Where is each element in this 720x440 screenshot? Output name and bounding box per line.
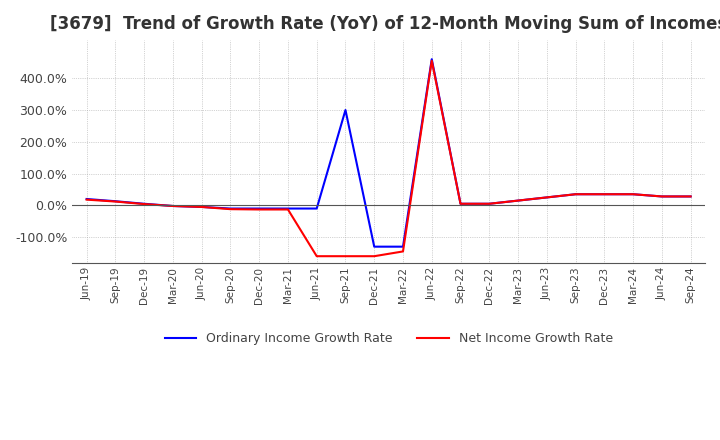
Ordinary Income Growth Rate xyxy=(657,194,666,199)
Ordinary Income Growth Rate xyxy=(284,206,292,211)
Line: Ordinary Income Growth Rate: Ordinary Income Growth Rate xyxy=(86,59,690,247)
Ordinary Income Growth Rate xyxy=(140,201,148,206)
Ordinary Income Growth Rate xyxy=(514,198,523,203)
Net Income Growth Rate xyxy=(255,207,264,212)
Ordinary Income Growth Rate xyxy=(341,107,350,113)
Ordinary Income Growth Rate xyxy=(111,198,120,204)
Net Income Growth Rate xyxy=(197,204,206,209)
Net Income Growth Rate xyxy=(428,58,436,63)
Net Income Growth Rate xyxy=(226,206,235,212)
Net Income Growth Rate xyxy=(284,207,292,212)
Net Income Growth Rate xyxy=(686,194,695,199)
Ordinary Income Growth Rate xyxy=(370,244,379,249)
Ordinary Income Growth Rate xyxy=(197,204,206,209)
Net Income Growth Rate xyxy=(542,195,551,200)
Ordinary Income Growth Rate xyxy=(168,203,177,209)
Legend: Ordinary Income Growth Rate, Net Income Growth Rate: Ordinary Income Growth Rate, Net Income … xyxy=(160,327,618,350)
Title: [3679]  Trend of Growth Rate (YoY) of 12-Month Moving Sum of Incomes: [3679] Trend of Growth Rate (YoY) of 12-… xyxy=(50,15,720,33)
Ordinary Income Growth Rate xyxy=(226,206,235,211)
Ordinary Income Growth Rate xyxy=(82,196,91,202)
Net Income Growth Rate xyxy=(629,191,637,197)
Net Income Growth Rate xyxy=(341,253,350,259)
Ordinary Income Growth Rate xyxy=(428,56,436,62)
Ordinary Income Growth Rate xyxy=(629,191,637,197)
Net Income Growth Rate xyxy=(485,201,494,206)
Ordinary Income Growth Rate xyxy=(571,191,580,197)
Ordinary Income Growth Rate xyxy=(686,194,695,199)
Net Income Growth Rate xyxy=(399,249,408,254)
Net Income Growth Rate xyxy=(82,197,91,202)
Ordinary Income Growth Rate xyxy=(399,244,408,249)
Ordinary Income Growth Rate xyxy=(600,191,608,197)
Ordinary Income Growth Rate xyxy=(456,201,465,206)
Net Income Growth Rate xyxy=(456,201,465,206)
Net Income Growth Rate xyxy=(312,253,321,259)
Ordinary Income Growth Rate xyxy=(485,201,494,206)
Net Income Growth Rate xyxy=(140,202,148,207)
Net Income Growth Rate xyxy=(514,198,523,203)
Net Income Growth Rate xyxy=(600,191,608,197)
Net Income Growth Rate xyxy=(571,191,580,197)
Ordinary Income Growth Rate xyxy=(542,195,551,200)
Ordinary Income Growth Rate xyxy=(312,206,321,211)
Line: Net Income Growth Rate: Net Income Growth Rate xyxy=(86,61,690,256)
Net Income Growth Rate xyxy=(111,199,120,204)
Net Income Growth Rate xyxy=(657,194,666,199)
Net Income Growth Rate xyxy=(168,203,177,209)
Ordinary Income Growth Rate xyxy=(255,206,264,211)
Net Income Growth Rate xyxy=(370,253,379,259)
